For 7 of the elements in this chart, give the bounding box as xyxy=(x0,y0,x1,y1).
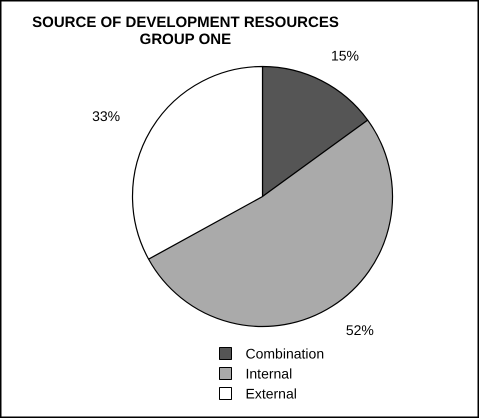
chart-title: SOURCE OF DEVELOPMENT RESOURCES GROUP ONE xyxy=(32,14,339,48)
legend-label: Combination xyxy=(246,346,324,362)
legend-label: External xyxy=(246,386,297,402)
data-label: 33% xyxy=(92,108,120,124)
data-label: 52% xyxy=(346,322,374,338)
data-label: 15% xyxy=(330,48,360,64)
legend-label: Internal xyxy=(246,366,292,382)
